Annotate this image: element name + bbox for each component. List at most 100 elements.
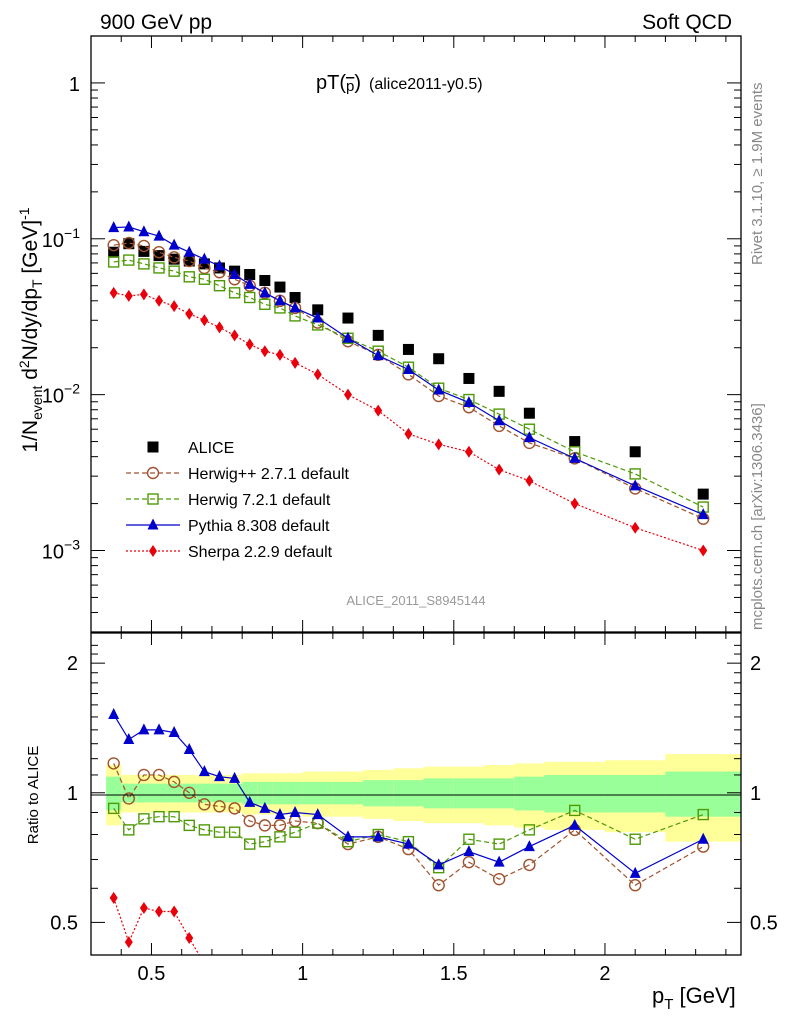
main-line-sherpa: [113, 292, 704, 552]
main-point-alice: [493, 385, 505, 397]
ratio-series-layer: [107, 707, 710, 1018]
ratio-point-pythia: [289, 805, 301, 817]
band-inner-bin: [423, 778, 454, 809]
main-point-sherpa: [139, 288, 148, 301]
ratio-ylabel: Ratio to ALICE: [25, 746, 42, 844]
main-point-sherpa: [200, 314, 209, 327]
band-inner-bin: [196, 783, 212, 803]
ratio-point-pythia: [629, 866, 641, 878]
main-line-pythia: [113, 226, 704, 516]
main-point-herwigpp: [137, 239, 151, 253]
ratio-point-herwig7: [569, 804, 581, 817]
legend-label-herwig7: Herwig 7.2.1 default: [188, 492, 331, 509]
main-point-pythia: [523, 431, 535, 443]
main-point-sherpa: [313, 368, 322, 381]
ratio-point-pythia: [697, 832, 709, 844]
main-point-herwig7: [629, 468, 641, 480]
header-left: 900 GeV pp: [100, 11, 212, 34]
main-ytick-label: 10−3: [42, 537, 80, 564]
band-inner-bin: [257, 781, 273, 805]
ratio-point-pythia: [213, 770, 225, 782]
ratio-point-sherpa: [139, 902, 148, 915]
main-series-layer: [107, 220, 710, 557]
main-point-alice: [198, 258, 210, 270]
band-inner-bin: [151, 783, 167, 803]
main-ytick-label: 10−2: [42, 381, 80, 408]
main-point-herwigpp: [107, 238, 120, 252]
main-point-herwig7: [228, 287, 241, 299]
main-point-pythia: [372, 349, 384, 361]
ratio-point-pythia: [198, 765, 210, 777]
ratio-point-sherpa: [699, 958, 707, 970]
legend-label-herwigpp: Herwig++ 2.7.1 default: [188, 466, 350, 483]
main-point-pythia: [229, 267, 241, 279]
main-point-sherpa: [631, 521, 640, 534]
ratio-point-herwigpp: [198, 798, 211, 811]
main-point-alice: [463, 372, 475, 384]
band-inner-bin: [484, 778, 515, 809]
ratio-point-herwigpp: [628, 879, 642, 892]
ratio-point-sherpa: [314, 983, 322, 995]
ratio-point-pythia: [229, 771, 241, 783]
ratio-point-pythia: [168, 726, 180, 738]
main-ytick-label: 10−1: [42, 225, 80, 252]
ratio-point-herwig7: [523, 824, 536, 836]
main-point-pythia: [274, 294, 286, 306]
ratio-point-pythia: [108, 707, 120, 719]
main-point-sherpa: [291, 356, 300, 369]
main-point-sherpa: [404, 427, 413, 440]
band-inner-bin: [227, 783, 243, 803]
ylabel-sub: T: [29, 279, 45, 288]
main-point-alice: [183, 255, 195, 267]
ratio-point-herwig7: [123, 824, 135, 836]
legend-marker-herwigpp: [146, 466, 160, 480]
ratio-point-herwig7: [629, 833, 641, 845]
ratio-point-herwig7: [153, 810, 165, 823]
ratio-point-sherpa: [215, 958, 223, 970]
plot-title-close: ): [354, 72, 361, 94]
main-point-alice: [153, 250, 165, 262]
main-point-herwig7: [107, 256, 120, 268]
ratio-point-sherpa: [246, 994, 254, 1006]
ratio-point-herwig7: [168, 810, 180, 823]
ratio-point-sherpa: [495, 1006, 503, 1018]
main-point-pythia: [493, 414, 505, 426]
main-point-pythia: [569, 451, 581, 463]
main-point-pythia: [463, 396, 475, 408]
ratio-point-herwigpp: [432, 879, 445, 892]
main-point-sherpa: [374, 404, 383, 417]
main-point-herwig7: [259, 298, 271, 310]
band-inner-bin: [544, 774, 605, 813]
main-point-sherpa: [495, 463, 504, 476]
main-point-alice: [312, 304, 324, 316]
ratio-point-pythia: [342, 830, 354, 842]
band-inner-bin: [363, 780, 394, 807]
xtick-label: 1: [297, 963, 308, 985]
main-point-herwig7: [198, 273, 211, 285]
ratio-point-sherpa: [155, 905, 164, 918]
main-point-herwig7: [213, 279, 226, 292]
band-inner-bin: [136, 783, 152, 803]
main-point-sherpa: [699, 544, 708, 557]
legend: ALICE Herwig++ 2.7.1 default Herwig 7.2.1 …: [126, 440, 350, 561]
ylabel-part: d: [19, 368, 42, 386]
main-point-sherpa: [260, 345, 269, 358]
xtick-label: 2: [599, 963, 610, 985]
ratio-point-herwig7: [244, 838, 256, 850]
ratio-point-pythia: [123, 732, 135, 744]
legend-label-pythia: Pythia 8.308 default: [188, 518, 330, 535]
ratio-point-herwig7: [198, 824, 211, 836]
main-point-sherpa: [215, 321, 224, 334]
main-point-sherpa: [124, 289, 133, 302]
plot-title: pT(p) (alice2011-y0.5): [316, 72, 483, 95]
main-point-alice: [629, 446, 641, 458]
ratio-point-herwig7: [213, 826, 226, 838]
legend-marker-pythia: [147, 518, 159, 530]
main-point-sherpa: [170, 300, 179, 313]
ylabel-sup: -1: [16, 207, 32, 220]
main-point-pythia: [213, 259, 225, 271]
band-inner-bin: [287, 781, 303, 805]
ratio-point-sherpa: [185, 931, 194, 944]
band-inner-bin: [302, 781, 333, 805]
ratio-point-pythia: [259, 801, 271, 813]
